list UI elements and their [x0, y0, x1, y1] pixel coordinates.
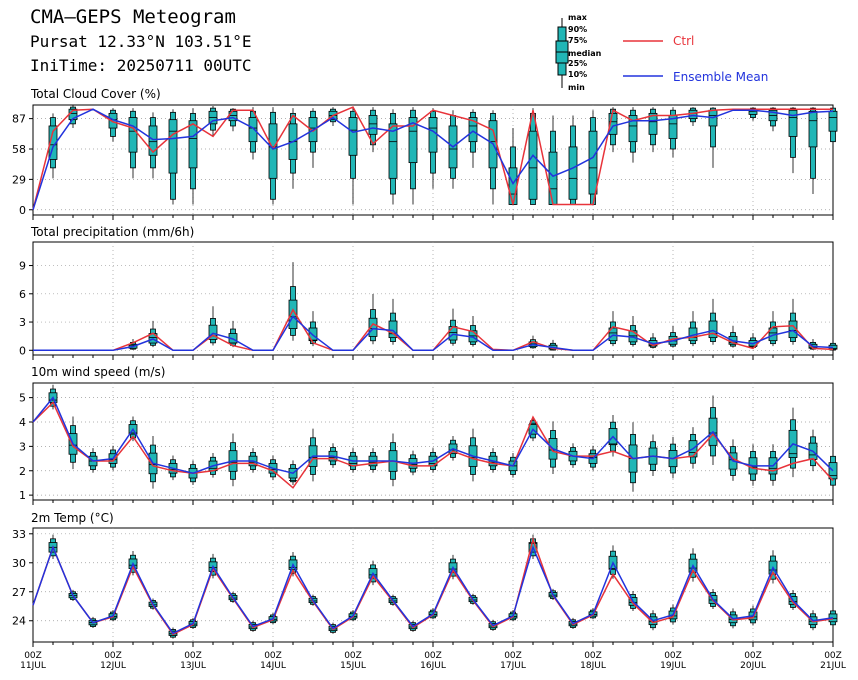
wind-speed-mean-line: [32, 396, 834, 475]
temperature-mean-line: [32, 545, 834, 635]
legend-mean-label: Ensemble Mean: [673, 70, 768, 84]
x-tick-date: 20JUL: [740, 661, 766, 671]
temperature-ytick-label: 24: [12, 615, 26, 628]
wind-speed-ytick-label: 2: [19, 465, 26, 478]
x-tick-time: 00Z: [584, 651, 602, 661]
cloud-cover-box-inner: [588, 130, 598, 195]
precipitation-box-inner: [448, 326, 458, 341]
wind-speed-panel-title: 10m wind speed (m/s): [31, 365, 165, 379]
x-tick-time: 00Z: [504, 651, 522, 661]
x-tick-date: 19JUL: [660, 661, 686, 671]
cloud-cover-box-inner: [428, 117, 438, 153]
x-tick-time: 00Z: [424, 651, 442, 661]
precipitation-ytick-label: 3: [19, 316, 26, 329]
x-tick-date: 13JUL: [180, 661, 206, 671]
cloud-cover-mean-line: [32, 108, 834, 211]
precipitation-box-inner: [368, 317, 378, 337]
precipitation-box-inner: [208, 324, 218, 340]
cloud-cover-box-inner: [508, 167, 518, 205]
legend-box-label: median: [568, 49, 602, 58]
cloud-cover-box-outer: [710, 107, 716, 148]
precipitation-box-inner: [288, 299, 298, 329]
init-time-label: IniTime: 20250711 00UTC: [30, 56, 252, 75]
precipitation-ytick-label: 6: [19, 288, 26, 301]
temperature-ytick-label: 30: [12, 557, 26, 570]
x-tick-date: 17JUL: [500, 661, 526, 671]
cloud-cover-box-inner: [48, 125, 58, 160]
wind-speed-ytick-label: 1: [19, 489, 26, 502]
precipitation-mean-line: [33, 315, 834, 352]
legend-box-lower: [557, 62, 567, 76]
x-tick-time: 00Z: [664, 651, 682, 661]
cloud-cover-box-inner: [788, 109, 798, 137]
x-tick-date: 16JUL: [420, 661, 446, 671]
precipitation-panel-title: Total precipitation (mm/6h): [30, 225, 194, 239]
cloud-cover-box-inner: [388, 123, 398, 179]
cloud-cover-box-inner: [548, 151, 558, 205]
legend-box-label: 10%: [568, 70, 587, 79]
cloud-cover-box-inner: [368, 115, 378, 135]
legend-box-outer: [557, 26, 567, 42]
x-tick-date: 14JUL: [260, 661, 286, 671]
cloud-cover-box-inner: [248, 117, 258, 143]
cloud-cover-box-inner: [268, 123, 278, 179]
cloud-cover-ytick-label: 58: [12, 143, 26, 156]
cloud-cover-box-inner: [408, 117, 418, 164]
x-tick-time: 00Z: [24, 651, 42, 661]
legend-box-label: 75%: [568, 36, 587, 45]
meteogram-title: CMA—GEPS Meteogram: [30, 6, 236, 28]
cloud-cover-box-inner: [128, 117, 138, 153]
x-tick-time: 00Z: [744, 651, 762, 661]
cloud-cover-ctrl-line: [32, 106, 833, 210]
precipitation-ytick-label: 9: [19, 260, 26, 273]
legend-box-label: max: [568, 13, 588, 22]
x-tick-time: 00Z: [344, 651, 362, 661]
cloud-cover-box-inner: [568, 146, 578, 200]
x-tick-date: 15JUL: [340, 661, 366, 671]
legend-box-label: 90%: [568, 25, 587, 34]
legend-ctrl-label: Ctrl: [673, 34, 694, 48]
precipitation-box-inner: [388, 320, 398, 339]
temperature-panel-title: 2m Temp (°C): [31, 511, 114, 525]
x-tick-date: 21JUL: [820, 661, 846, 671]
precipitation-box-inner: [708, 320, 718, 339]
temperature-ytick-label: 27: [12, 586, 26, 599]
wind-speed-ctrl-line: [32, 401, 834, 489]
cloud-cover-ytick-label: 87: [12, 113, 26, 126]
cloud-cover-box-inner: [628, 115, 638, 143]
x-tick-time: 00Z: [184, 651, 202, 661]
cloud-cover-box-inner: [148, 125, 158, 156]
wind-speed-ytick-label: 5: [19, 392, 26, 405]
cloud-cover-box-inner: [348, 117, 358, 156]
wind-speed-ytick-label: 4: [19, 416, 26, 429]
cloud-cover-box-inner: [808, 110, 818, 148]
cloud-cover-box-inner: [528, 130, 538, 200]
cloud-cover-box-inner: [168, 119, 178, 174]
x-tick-date: 11JUL: [20, 661, 46, 671]
x-tick-time: 00Z: [824, 651, 842, 661]
cloud-cover-ytick-label: 29: [12, 173, 26, 186]
cloud-cover-box-inner: [468, 117, 478, 143]
cloud-cover-ytick-label: 0: [19, 204, 26, 217]
x-tick-time: 00Z: [264, 651, 282, 661]
legend-box-label: 25%: [568, 59, 587, 68]
x-tick-date: 12JUL: [100, 661, 126, 671]
cloud-cover-box-inner: [648, 112, 658, 135]
wind-speed-ytick-label: 3: [19, 440, 26, 453]
location-label: Pursat 12.33°N 103.51°E: [30, 32, 252, 51]
precipitation-box-inner: [608, 327, 618, 342]
x-tick-date: 18JUL: [580, 661, 606, 671]
legend-box-label: min: [568, 83, 585, 92]
cloud-cover-box-inner: [188, 120, 198, 169]
precipitation-ytick-label: 0: [19, 344, 26, 357]
x-tick-time: 00Z: [104, 651, 122, 661]
cloud-cover-box-inner: [828, 110, 838, 132]
cloud-cover-panel-title: Total Cloud Cover (%): [30, 87, 161, 101]
temperature-ytick-label: 33: [12, 528, 26, 541]
